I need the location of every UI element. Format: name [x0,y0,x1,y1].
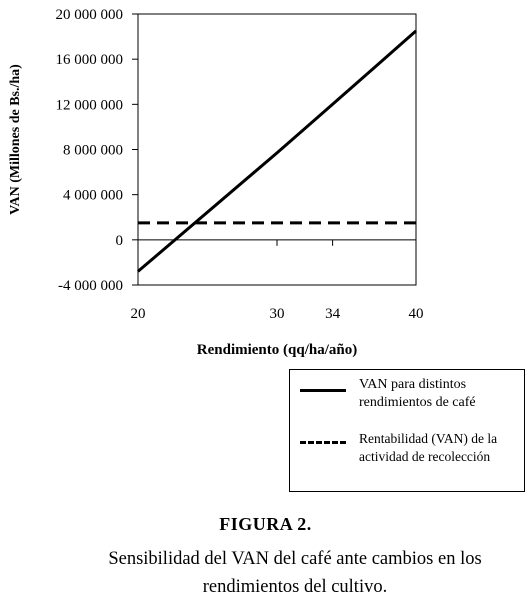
legend: VAN para distintos rendimientos de café … [289,369,525,492]
y-tick-label: 8 000 000 [63,143,123,159]
y-tick-label: 20 000 000 [56,7,124,23]
x-axis: 20 30 34 40 [131,239,424,322]
y-axis-label: VAN (Millones de Bs./ha) [8,64,23,215]
figure-title: FIGURA 2. [219,514,312,534]
y-axis: -4 000 000 0 4 000 000 8 000 000 12 000 000 1… [56,7,138,294]
y-tick-label: 16 000 000 [56,52,124,68]
line-chart: 20 30 34 40 -4 000 000 0 4 000 000 8 000 000 12… [8,7,424,358]
series-line-van [137,29,417,273]
y-tick-label: -4 000 000 [58,278,123,294]
legend-label-line: actividad de recolección [359,449,491,464]
y-tick-label: 4 000 000 [63,188,123,204]
x-tick-label: 30 [270,306,285,322]
x-tick-label: 40 [409,306,424,322]
legend-swatch-solid [300,389,346,392]
figure-caption: Sensibilidad del VAN del café ante cambi… [60,545,530,601]
legend-label-van: VAN para distintos rendimientos de café [359,376,519,412]
legend-swatch-dashed [300,441,346,444]
legend-label-line: rendimientos de café [359,395,476,410]
y-tick-label: 0 [116,233,124,249]
legend-label-rentabilidad: Rentabilidad (VAN) de la actividad de re… [359,430,519,466]
caption-line: rendimientos del cultivo. [202,577,388,597]
y-tick-label: 12 000 000 [56,97,124,113]
x-axis-label: Rendimiento (qq/ha/año) [197,342,357,358]
caption-line: Sensibilidad del VAN del café ante cambi… [108,549,482,569]
x-tick-label: 20 [131,306,146,322]
series-layer [137,29,417,273]
x-tick-label: 34 [325,306,341,322]
legend-label-line: VAN para distintos [359,377,467,392]
legend-label-line: Rentabilidad (VAN) de la [359,431,498,446]
